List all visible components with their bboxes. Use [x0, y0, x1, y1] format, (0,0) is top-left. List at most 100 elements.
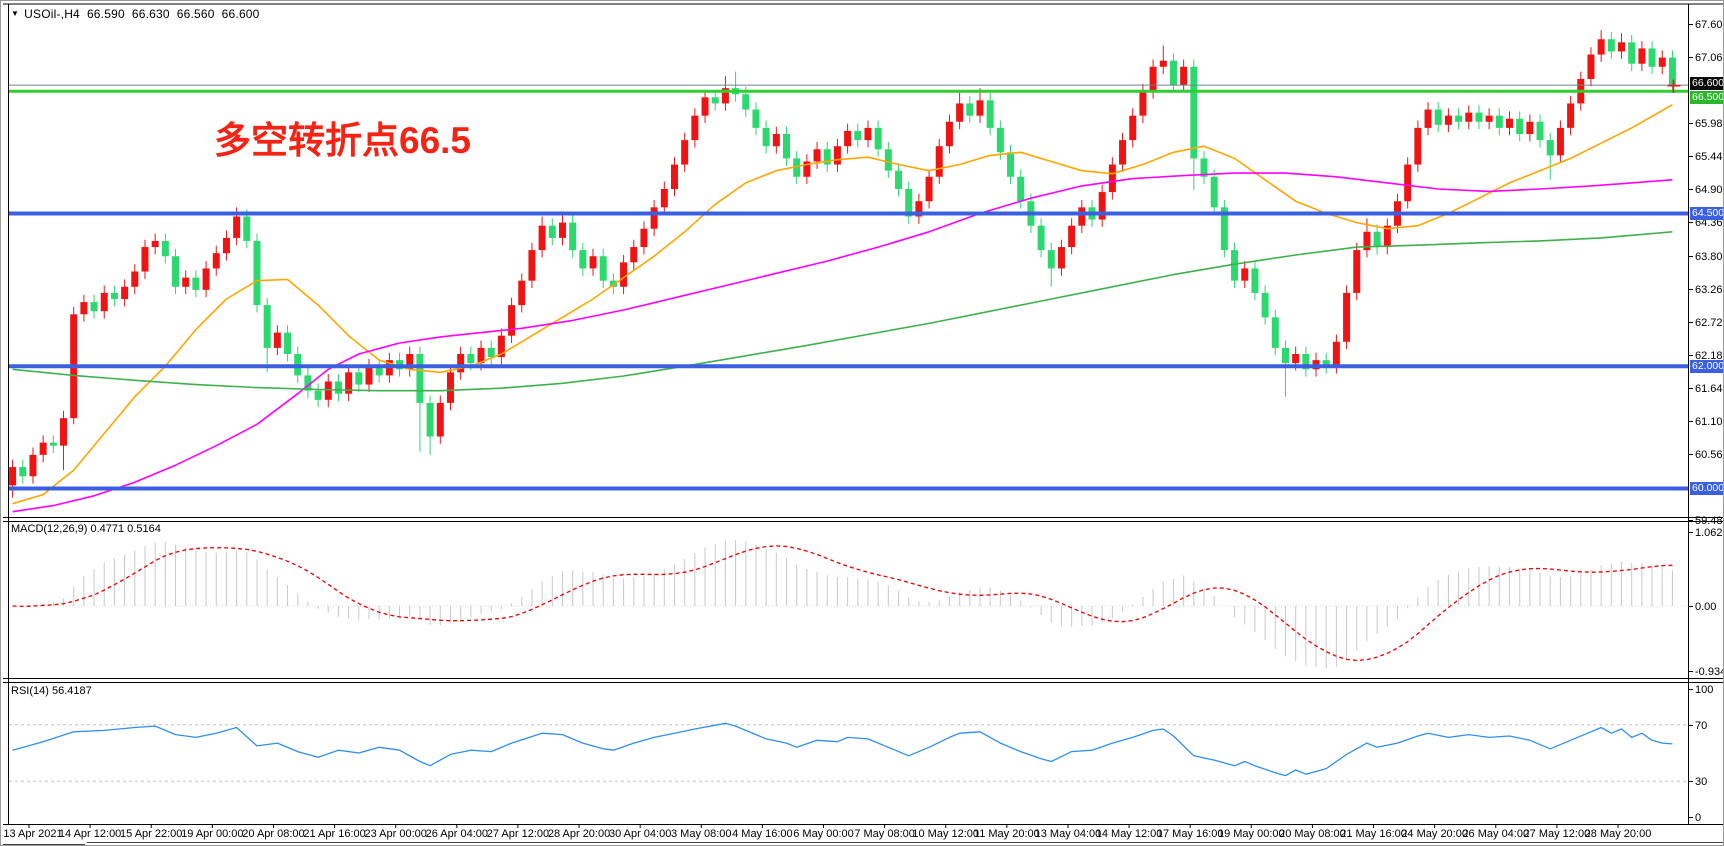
candle-body	[691, 115, 699, 141]
candle-body	[996, 127, 1004, 153]
symbol-dropdown-icon[interactable]: ▼	[11, 9, 20, 18]
price-tag-66.500[interactable]: 66.500	[1690, 90, 1724, 104]
candle-body	[630, 247, 638, 263]
candle-body	[986, 100, 994, 128]
candle-body	[772, 133, 780, 147]
rsi-axis-label: 0	[1695, 811, 1702, 824]
candle-body	[1007, 152, 1015, 177]
time-axis-label: 14 Apr 12:00	[58, 828, 122, 840]
candle-body	[1017, 176, 1025, 202]
candle-body	[253, 240, 261, 306]
candle-body	[233, 216, 241, 238]
rsi-axis-label: 30	[1695, 775, 1708, 788]
candle-body	[579, 250, 587, 269]
price-axis-label: 62.185	[1695, 349, 1723, 362]
candle-body	[895, 170, 903, 189]
candle-body	[100, 292, 108, 312]
candle-body	[1190, 66, 1198, 159]
candle-body	[131, 271, 139, 287]
time-axis-label: 21 Apr 16:00	[303, 828, 366, 840]
macd-indicator-label: MACD(12,26,9) 0.4771 0.5164	[11, 523, 161, 535]
candle-body	[508, 305, 516, 336]
macd-axis-label: 1.0629	[1695, 526, 1723, 539]
candle-body	[80, 302, 88, 315]
candle-body	[854, 130, 862, 141]
candle-body	[1444, 115, 1452, 125]
candle-body	[833, 146, 841, 165]
candle-body	[1261, 292, 1269, 318]
candle-body	[90, 302, 98, 312]
time-axis-label: 17 May 16:00	[1156, 828, 1224, 840]
symbol-period-label: USOil-,H4	[24, 7, 80, 21]
candle-body	[1231, 250, 1239, 281]
candle-body	[426, 402, 434, 437]
candle-body	[548, 225, 556, 238]
candle-body	[273, 332, 281, 348]
candle-body	[60, 418, 68, 446]
candle-body	[711, 97, 719, 104]
time-axis-label: 28 May 20:00	[1584, 828, 1652, 840]
time-axis-label: 30 Apr 04:00	[608, 828, 672, 840]
candle-body	[966, 103, 974, 116]
candle-body	[518, 280, 526, 306]
candle-body	[925, 176, 933, 202]
candle-body	[609, 280, 617, 287]
ma-fast-orange[interactable]	[12, 104, 1673, 505]
candle-body	[1343, 292, 1351, 342]
candle-body	[1139, 91, 1147, 116]
candle-body	[406, 354, 414, 370]
time-axis-label: 26 May 04:00	[1462, 828, 1530, 840]
time-axis-label: 13 May 04:00	[1034, 828, 1102, 840]
candle-body	[284, 332, 292, 355]
candle-body	[945, 121, 953, 147]
candle-body	[1169, 60, 1177, 86]
price-tag-60.000[interactable]: 60.000	[1690, 481, 1724, 495]
macd-axis-label: -0.9347	[1695, 665, 1723, 678]
candle-body	[222, 237, 230, 254]
price-tag-64.500[interactable]: 64.500	[1690, 206, 1724, 220]
chart-title: ▼ USOil-,H4 66.590 66.630 66.560 66.600	[11, 7, 260, 21]
ohlc-high: 66.630	[131, 7, 170, 21]
candle-body	[1465, 112, 1473, 122]
annotation-text[interactable]: 多空转折点66.5	[214, 120, 472, 161]
macd-signal-line	[12, 545, 1673, 662]
ma-mid-magenta[interactable]	[12, 172, 1673, 513]
rsi-axis-label: 70	[1695, 719, 1708, 732]
candle-body	[752, 109, 760, 128]
candle-body	[1373, 231, 1381, 248]
candle-body	[1098, 192, 1106, 220]
price-axis-label: 65.440	[1695, 150, 1723, 163]
candle-body	[1658, 57, 1666, 67]
candle-body	[823, 149, 831, 165]
price-tag-66.600[interactable]: 66.600	[1690, 77, 1724, 91]
ma-slow-green[interactable]	[12, 231, 1673, 392]
time-axis-label: 26 Apr 04:00	[425, 828, 488, 840]
candle-body	[436, 402, 444, 437]
candle-body	[1037, 225, 1045, 251]
macd-values: 0.4771 0.5164	[90, 523, 161, 535]
price-axis-label: 64.900	[1695, 183, 1723, 196]
candle-body	[640, 228, 648, 248]
candle-body	[1210, 176, 1218, 208]
price-axis-label: 67.060	[1695, 51, 1723, 64]
candle-body	[1485, 115, 1493, 122]
candle-body	[19, 467, 27, 477]
candle-body	[1648, 48, 1656, 67]
candle-body	[935, 146, 943, 177]
candle-body	[1424, 109, 1432, 128]
candle-body	[243, 216, 251, 241]
candle-body	[202, 268, 210, 290]
candle-body	[1638, 48, 1646, 64]
candle-body	[1281, 347, 1289, 364]
candle-body	[1546, 140, 1554, 156]
candle-body	[110, 292, 118, 300]
candle-body	[1200, 158, 1208, 177]
price-tag-62.000[interactable]: 62.000	[1690, 359, 1724, 373]
time-axis-label: 19 Apr 00:00	[181, 828, 244, 840]
candle-body	[1068, 225, 1076, 248]
candle-body	[467, 354, 475, 364]
candle-body	[375, 366, 383, 376]
candle-body	[1587, 54, 1595, 79]
candle-body	[660, 188, 668, 208]
